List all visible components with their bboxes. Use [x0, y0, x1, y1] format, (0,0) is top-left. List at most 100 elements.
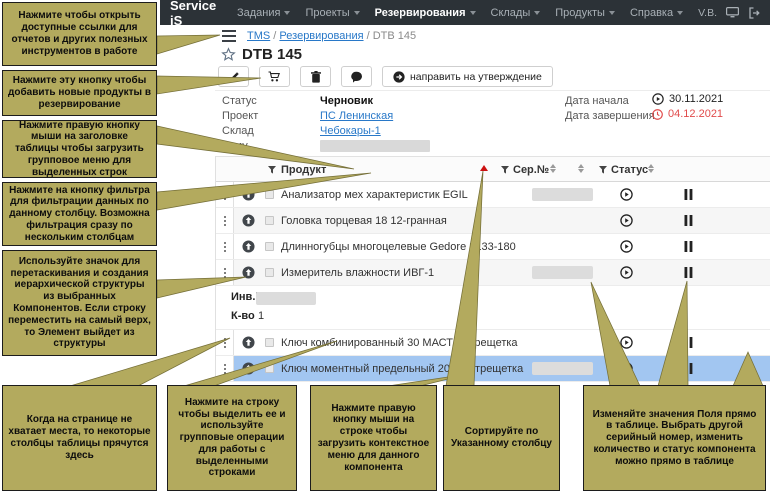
user-initials[interactable]: V.B.: [698, 6, 717, 19]
caret-down-icon: [469, 10, 476, 15]
callout-hidden-columns: Когда на странице не хватает места, то н…: [2, 385, 157, 491]
row-menu-icon[interactable]: [216, 260, 234, 285]
sort-icon[interactable]: [578, 164, 584, 173]
recipient-field[interactable]: [320, 140, 430, 152]
trash-icon: [310, 70, 321, 83]
play-status-icon[interactable]: [620, 266, 633, 279]
pointer: [156, 34, 221, 55]
row-checkbox[interactable]: [265, 190, 274, 199]
nav-item-projects[interactable]: Проекты: [305, 7, 360, 19]
start-date-value[interactable]: 30.11.2021: [669, 93, 724, 105]
warehouse-label: Склад: [222, 125, 254, 137]
add-products-cart-button[interactable]: [259, 66, 290, 87]
callout-filter: Нажмите на кнопку фильтра для фильтрации…: [2, 182, 157, 246]
end-date-value[interactable]: 04.12.2021: [668, 108, 724, 120]
table-row[interactable]: Измеритель влажности ИВГ-1: [216, 260, 770, 286]
caret-down-icon: [677, 10, 684, 15]
pause-status-icon[interactable]: [684, 241, 693, 252]
page-title: DTB 145: [242, 46, 303, 63]
row-checkbox[interactable]: [265, 364, 274, 373]
filter-funnel-icon[interactable]: [599, 166, 607, 174]
drag-move-icon[interactable]: [242, 240, 255, 253]
callout-header-context-menu: Нажмите правую кнопку мыши на заголовке …: [2, 120, 157, 178]
warehouse-link[interactable]: Чебокары-1: [320, 125, 381, 137]
product-name: Анализатор мех характеристик EGIL: [281, 188, 468, 201]
nav-item-warehouses[interactable]: Склады: [491, 7, 541, 19]
hamburger-menu-icon[interactable]: [222, 30, 236, 42]
table-row-selected[interactable]: Ключ моментный предельный 20-200 трещетк…: [216, 356, 770, 382]
inventory-number-value: [256, 292, 316, 305]
breadcrumb-section-link[interactable]: Резервирования: [279, 30, 364, 42]
callout-open-links: Нажмите чтобы открыть доступные ссылки д…: [2, 2, 157, 66]
table-row[interactable]: Анализатор мех характеристик EGIL: [216, 182, 770, 208]
row-menu-icon[interactable]: [216, 234, 234, 259]
submit-for-approval-button[interactable]: направить на утверждение: [382, 66, 553, 87]
drag-move-icon[interactable]: [242, 188, 255, 201]
monitor-icon[interactable]: [726, 7, 739, 18]
logout-icon[interactable]: [748, 6, 760, 19]
divider: [215, 90, 770, 91]
serial-number-field[interactable]: [532, 188, 593, 201]
play-status-icon[interactable]: [620, 336, 633, 349]
play-status-icon[interactable]: [620, 362, 633, 375]
toolbar: направить на утверждение: [218, 66, 553, 87]
filter-funnel-icon[interactable]: [268, 166, 276, 174]
edit-button[interactable]: [218, 66, 249, 87]
play-status-icon[interactable]: [620, 214, 633, 227]
row-menu-icon[interactable]: [216, 356, 234, 381]
sort-icon[interactable]: [550, 164, 556, 173]
row-checkbox[interactable]: [265, 242, 274, 251]
row-menu-icon[interactable]: [216, 208, 234, 233]
recipient-label: Кому: [222, 140, 248, 152]
app-logo: Service iS: [170, 0, 217, 28]
pause-status-icon[interactable]: [684, 363, 693, 374]
drag-move-icon[interactable]: [242, 362, 255, 375]
row-menu-icon[interactable]: [216, 182, 234, 207]
column-header-status[interactable]: Статус: [611, 164, 649, 176]
nav-item-products[interactable]: Продукты: [555, 7, 615, 19]
caret-down-icon: [608, 10, 615, 15]
delete-button[interactable]: [300, 66, 331, 87]
pause-status-icon[interactable]: [684, 267, 693, 278]
row-checkbox[interactable]: [265, 216, 274, 225]
table-row[interactable]: Головка торцевая 18 12-гранная: [216, 208, 770, 234]
product-name: Длинногубцы многоцелевые Gedore 8133-180: [281, 240, 516, 253]
pause-status-icon[interactable]: [684, 337, 693, 348]
table-header[interactable]: Продукт Сер.№ Статус: [216, 156, 770, 182]
table-row[interactable]: Длинногубцы многоцелевые Gedore 8133-180: [216, 234, 770, 260]
product-name: Ключ моментный предельный 20-200 трещетк…: [281, 362, 524, 375]
sort-icon[interactable]: [648, 164, 654, 173]
column-header-product[interactable]: Продукт: [281, 164, 327, 176]
column-header-serial[interactable]: Сер.№: [513, 164, 550, 176]
comments-button[interactable]: [341, 66, 372, 87]
pencil-icon: [229, 71, 239, 81]
breadcrumb-root-link[interactable]: TMS: [247, 30, 271, 42]
nav-item-help[interactable]: Справка: [630, 7, 684, 19]
callout-select-row: Нажмите на строку чтобы выделить ее и ис…: [167, 385, 297, 491]
filter-funnel-icon[interactable]: [501, 166, 509, 174]
serial-number-field[interactable]: [532, 362, 593, 375]
row-menu-icon[interactable]: [216, 330, 234, 355]
pause-status-icon[interactable]: [684, 189, 693, 200]
callout-drag-hierarchy: Используйте значок для перетаскивания и …: [2, 250, 157, 356]
favorite-star-icon[interactable]: [221, 47, 236, 62]
play-status-icon[interactable]: [620, 240, 633, 253]
drag-move-icon[interactable]: [242, 266, 255, 279]
serial-number-field[interactable]: [532, 266, 593, 279]
row-checkbox[interactable]: [265, 338, 274, 347]
start-date-label: Дата начала: [565, 95, 629, 107]
start-date-icon: [652, 93, 664, 105]
table-row[interactable]: Ключ комбинированный 30 МАСТАК трещетка: [216, 330, 770, 356]
product-name: Ключ комбинированный 30 МАСТАК трещетка: [281, 336, 518, 349]
row-checkbox[interactable]: [265, 268, 274, 277]
nav-item-tasks[interactable]: Задания: [237, 7, 291, 19]
project-link[interactable]: ПС Ленинская: [320, 110, 394, 122]
drag-move-icon[interactable]: [242, 214, 255, 227]
nav-item-reservations[interactable]: Резервирования: [375, 7, 476, 19]
pause-status-icon[interactable]: [684, 215, 693, 226]
drag-move-icon[interactable]: [242, 336, 255, 349]
sort-ascending-active-icon[interactable]: [480, 165, 488, 171]
play-status-icon[interactable]: [620, 188, 633, 201]
quantity-value[interactable]: 1: [258, 310, 265, 322]
